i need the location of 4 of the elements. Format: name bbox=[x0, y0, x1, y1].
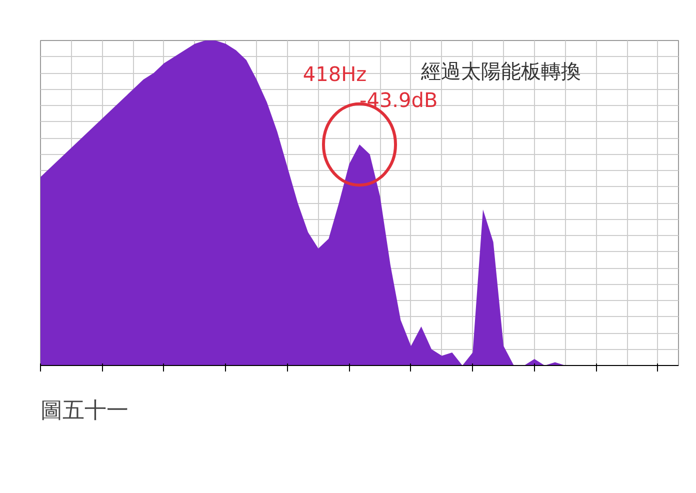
annotation: 418Hz bbox=[302, 62, 367, 86]
annotation: -43.9dB bbox=[360, 88, 438, 112]
text: 圖五十一 bbox=[40, 398, 128, 424]
annotation: 經過太陽能板轉換 bbox=[420, 58, 582, 83]
